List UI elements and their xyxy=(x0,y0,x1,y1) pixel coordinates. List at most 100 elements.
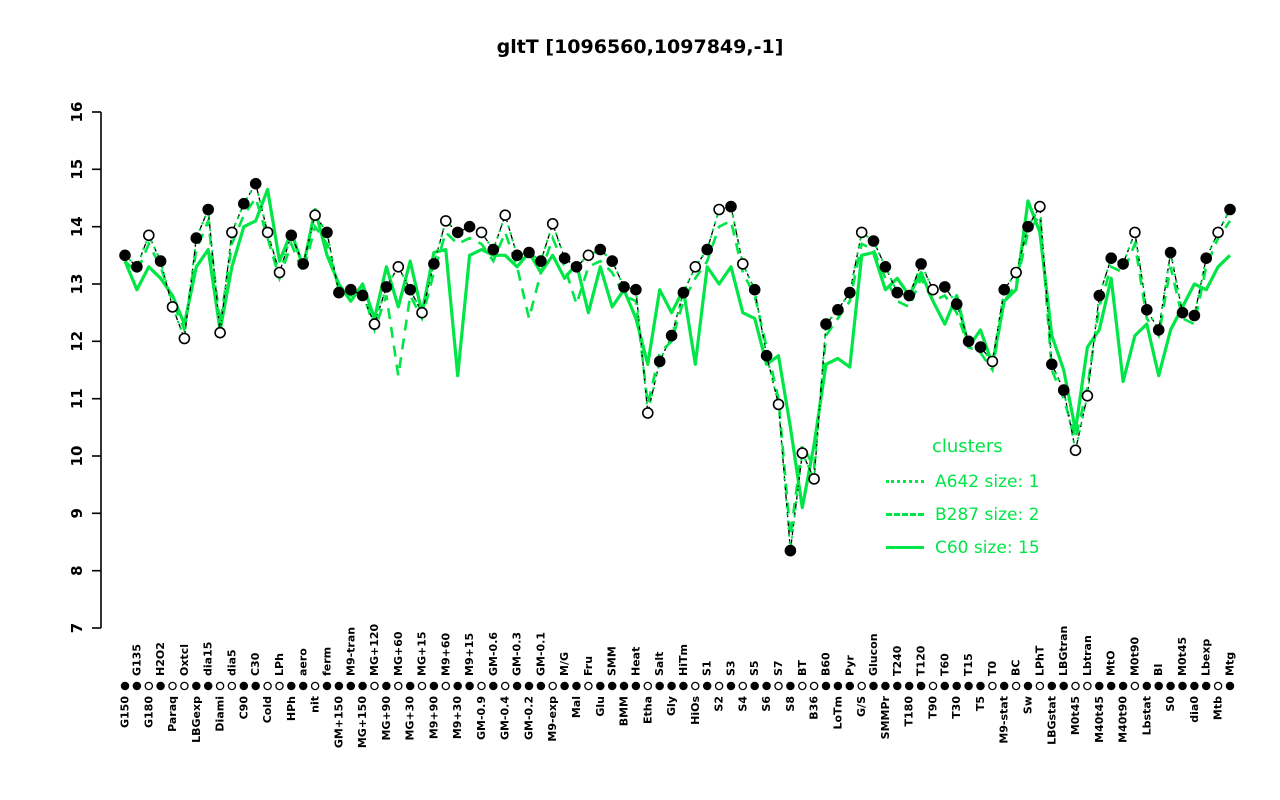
y-tick-label: 9 xyxy=(68,508,86,518)
x-tick-label: M9+30 xyxy=(451,696,464,739)
rug-point xyxy=(798,681,807,691)
dotted-line-sample xyxy=(886,480,924,483)
legend-entry-label: B287 size: 2 xyxy=(935,504,1040,525)
y-tick-label: 12 xyxy=(68,331,86,352)
rug-point xyxy=(1059,681,1068,691)
x-tick-label: T60 xyxy=(938,653,951,676)
legend-title: clusters xyxy=(932,436,1003,457)
x-tick-label: GM-0.1 xyxy=(534,632,547,676)
rug-point xyxy=(251,681,260,691)
rug-point xyxy=(1142,681,1152,691)
data-point xyxy=(867,235,880,247)
x-tick-label: HiOs xyxy=(689,696,702,725)
rug-point xyxy=(1118,681,1128,691)
data-point xyxy=(1117,258,1129,270)
data-point xyxy=(832,303,844,316)
data-point xyxy=(618,281,630,293)
data-point xyxy=(1164,246,1177,259)
x-tick-label: Oxtcl xyxy=(178,644,191,676)
rug-point xyxy=(607,681,617,691)
x-tick-label: Lbstat xyxy=(1140,696,1153,735)
data-point xyxy=(653,355,666,368)
rug-point xyxy=(904,681,914,691)
data-point xyxy=(356,289,369,302)
x-tick-label: MG+90 xyxy=(380,696,393,741)
rug-point xyxy=(1201,681,1211,691)
x-tick-label: M9+15 xyxy=(463,633,476,676)
rug-point xyxy=(916,681,926,691)
y-tick-label: 14 xyxy=(68,216,86,237)
rug-point xyxy=(132,681,142,691)
rug-point xyxy=(192,681,201,691)
data-point xyxy=(487,243,500,256)
rug-point xyxy=(1047,681,1057,691)
legend-entry-b287: B287 size: 2 xyxy=(886,498,1040,531)
x-tick-label: BT xyxy=(796,660,809,676)
x-tick-label: SMM xyxy=(606,646,619,676)
data-point xyxy=(344,283,357,296)
data-point xyxy=(285,229,298,242)
rug-point xyxy=(1154,681,1163,691)
data-point xyxy=(820,318,832,330)
data-point xyxy=(641,407,654,419)
data-point xyxy=(214,326,226,339)
rug-point xyxy=(560,681,569,691)
x-tick-label: MG+15 xyxy=(416,632,429,677)
y-tick-label: 8 xyxy=(68,565,86,575)
x-tick-label: C30 xyxy=(249,652,262,676)
rug-point xyxy=(786,681,795,691)
rug-point xyxy=(405,681,415,691)
rug-point xyxy=(180,681,189,691)
rug-point xyxy=(1225,681,1235,691)
data-point xyxy=(713,203,725,216)
x-tick-label: SMMPr xyxy=(879,695,892,739)
x-tick-label: BMM xyxy=(618,696,631,726)
rug-point xyxy=(952,681,961,691)
x-tick-label: LBGstat xyxy=(1045,696,1058,745)
rug-point xyxy=(619,681,629,691)
rug-point xyxy=(1213,681,1223,691)
rug-point xyxy=(1023,681,1033,691)
data-point xyxy=(1176,306,1189,319)
data-point xyxy=(511,249,523,262)
legend-entry-label: A642 size: 1 xyxy=(935,471,1040,492)
x-tick-label: C90 xyxy=(237,696,250,720)
rug-point xyxy=(382,681,391,691)
data-point xyxy=(1034,200,1046,213)
rug-point xyxy=(893,681,902,691)
rug-point xyxy=(322,681,332,691)
data-point xyxy=(725,200,737,213)
data-point xyxy=(891,286,904,299)
rug-point xyxy=(845,681,855,691)
data-point xyxy=(1010,266,1022,279)
rug-point xyxy=(750,681,759,691)
rug-point xyxy=(429,681,439,691)
data-point xyxy=(665,329,678,342)
data-point xyxy=(202,203,214,216)
rug-point xyxy=(1130,681,1140,691)
rug-point xyxy=(310,681,320,691)
x-tick-label: BI xyxy=(1152,664,1165,676)
x-tick-label: Mtb xyxy=(1212,696,1225,720)
x-tick-label: LBGexp xyxy=(190,696,203,743)
data-point xyxy=(178,332,191,345)
x-tick-label: T5 xyxy=(974,696,987,711)
x-tick-label: Gly xyxy=(665,696,678,716)
rug-point xyxy=(655,681,664,691)
rug-point xyxy=(679,681,688,691)
data-point xyxy=(570,260,583,273)
x-tick-label: Fru xyxy=(582,656,595,676)
data-point xyxy=(475,226,488,239)
x-tick-label: S4 xyxy=(736,696,749,712)
rug-point xyxy=(572,681,581,691)
rug-point xyxy=(394,681,403,691)
data-point xyxy=(321,226,333,239)
data-point xyxy=(154,255,167,267)
rug-point xyxy=(1035,681,1045,691)
data-point xyxy=(463,220,476,233)
rug-point xyxy=(489,681,498,691)
x-tick-label: M9-tran xyxy=(344,627,357,676)
x-tick-label: M0t45 xyxy=(1176,637,1189,676)
data-point xyxy=(1129,226,1141,239)
rug-point xyxy=(287,681,296,691)
